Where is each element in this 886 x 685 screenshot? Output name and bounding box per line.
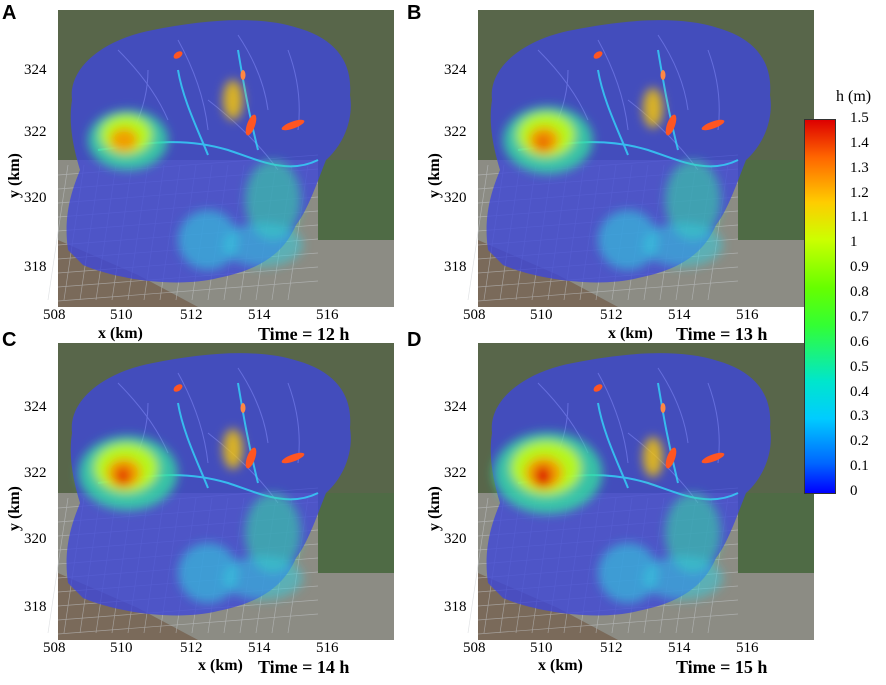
- x-tick: 510: [530, 307, 553, 323]
- x-tick: 508: [463, 640, 486, 656]
- y-tick: 318: [444, 259, 467, 275]
- y-axis-label: y (km): [426, 153, 443, 198]
- x-axis-label: x (km): [608, 325, 653, 342]
- time-label: Time = 12 h: [258, 324, 350, 344]
- forest-area: [738, 493, 814, 573]
- panel-letter: B: [407, 2, 422, 24]
- colorbar-title: h (m): [836, 88, 872, 105]
- x-tick: 508: [43, 640, 66, 656]
- x-tick: 514: [248, 640, 271, 656]
- x-tick: 516: [316, 307, 339, 323]
- colorbar-tick-label: 0.9: [850, 259, 869, 276]
- x-tick: 512: [600, 640, 623, 656]
- panel-c: C y (km) 324 322 320 318 508 510 512 514…: [0, 327, 440, 677]
- reservoirs: [173, 51, 305, 136]
- flood-map: [47, 343, 394, 640]
- y-tick: 318: [24, 599, 47, 615]
- colorbar-tick-label: 0.6: [850, 333, 869, 350]
- x-tick: 512: [180, 640, 203, 656]
- colorbar-tick-label: 1.5: [850, 110, 869, 126]
- forest-area: [738, 160, 814, 240]
- y-axis-label: y (km): [6, 486, 23, 531]
- colorbar-tick-label: 1.4: [850, 134, 869, 151]
- y-tick: 324: [444, 399, 467, 415]
- colorbar-tick-label: 0: [850, 483, 858, 499]
- panel-d: D y (km) 324 322 320 318 508 510 512 514…: [407, 327, 860, 677]
- flood-map: [467, 10, 814, 307]
- y-tick: 324: [444, 62, 467, 78]
- colorbar: [804, 119, 836, 494]
- x-axis-label: x (km): [198, 657, 243, 674]
- x-tick: 512: [180, 307, 203, 323]
- colorbar-tick-label: 1.1: [850, 209, 869, 226]
- y-tick: 320: [444, 531, 467, 547]
- y-tick: 322: [444, 124, 467, 140]
- colorbar-tick-label: 1: [850, 234, 858, 251]
- flood-depth-hotspots: [503, 88, 723, 270]
- panel-letter: D: [407, 329, 422, 351]
- y-tick: 322: [444, 465, 467, 481]
- reservoirs: [593, 51, 725, 136]
- panel-letter: C: [2, 329, 17, 351]
- flood-map: [47, 10, 394, 307]
- x-tick: 508: [463, 307, 486, 323]
- x-axis-label: x (km): [538, 657, 583, 674]
- colorbar-tick-label: 0.7: [850, 308, 869, 325]
- x-tick: 514: [668, 640, 691, 656]
- flood-map: [467, 343, 814, 640]
- y-tick: 318: [24, 259, 47, 275]
- panel-letter: A: [2, 2, 17, 24]
- y-tick: 318: [444, 599, 467, 615]
- panel-b: B y (km) 324 322 320 318 508 510 512 514…: [407, 0, 860, 344]
- x-tick: 510: [110, 307, 133, 323]
- flood-depth-hotspots: [88, 80, 303, 270]
- x-tick: 514: [248, 307, 271, 323]
- y-tick: 320: [24, 531, 47, 547]
- x-tick: 512: [600, 307, 623, 323]
- colorbar-tick-label: 0.5: [850, 358, 869, 375]
- y-tick: 322: [24, 124, 47, 140]
- colorbar-tick-label: 0.2: [850, 433, 869, 450]
- x-axis-label: x (km): [98, 325, 143, 342]
- x-tick: 516: [736, 307, 759, 323]
- y-tick: 324: [24, 399, 47, 415]
- x-tick: 508: [43, 307, 66, 323]
- y-tick: 320: [444, 190, 467, 206]
- forest-area: [318, 493, 394, 573]
- colorbar-tick-label: 1.3: [850, 159, 869, 176]
- y-tick: 320: [24, 190, 47, 206]
- panel-a: A y (km) 324 322 320 318 508 510 512 514…: [0, 0, 440, 344]
- colorbar-tick-label: 0.8: [850, 284, 869, 301]
- x-tick: 516: [316, 640, 339, 656]
- reservoirs: [173, 384, 305, 469]
- time-label: Time = 13 h: [676, 324, 768, 344]
- colorbar-tick-label: 0.4: [850, 383, 869, 400]
- time-label: Time = 14 h: [258, 657, 350, 677]
- x-tick: 514: [668, 307, 691, 323]
- reservoirs: [593, 384, 725, 469]
- y-axis-label: y (km): [426, 486, 443, 531]
- colorbar-tick-label: 1.2: [850, 184, 869, 201]
- x-tick: 510: [110, 640, 133, 656]
- flood-depth-hotspots: [493, 432, 723, 603]
- y-tick: 324: [24, 62, 47, 78]
- x-tick: 516: [736, 640, 759, 656]
- y-tick: 322: [24, 465, 47, 481]
- y-axis-label: y (km): [6, 153, 23, 198]
- time-label: Time = 15 h: [676, 657, 768, 677]
- forest-area: [318, 160, 394, 240]
- colorbar-tick-label: 0.1: [850, 458, 869, 475]
- x-tick: 510: [530, 640, 553, 656]
- colorbar-tick-label: 0.3: [850, 408, 869, 425]
- flood-depth-hotspots: [78, 429, 303, 603]
